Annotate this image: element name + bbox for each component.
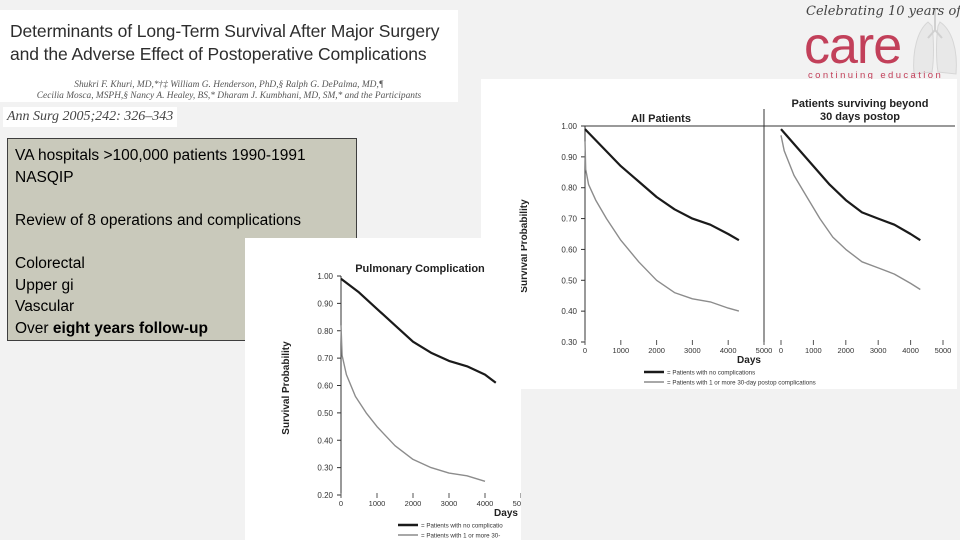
- notes-line-7-bold: eight years follow-up: [52, 319, 208, 337]
- paper-citation: Ann Surg 2005;242: 326–343: [3, 107, 178, 127]
- y-tick-label: 0.60: [561, 245, 577, 254]
- paper-authors: Shukri F. Khuri, MD,*†‡ William G. Hende…: [0, 80, 458, 101]
- paper-authors-line-1: Shukri F. Khuri, MD,*†‡ William G. Hende…: [74, 80, 384, 90]
- x-tick-label: 0: [339, 499, 343, 508]
- x-tick-label: 5000: [756, 346, 773, 355]
- y-axis-label: Survival Probability: [519, 199, 530, 293]
- y-tick-label: 0.90: [561, 153, 577, 162]
- notes-line-3: Review of 8 operations and complications: [15, 211, 302, 229]
- pulmonary-chart: Pulmonary Complication 1.00 0.90 0.80 0.70 0.…: [281, 263, 521, 540]
- notes-spacer: [15, 188, 355, 210]
- series-no-complications-line: [340, 277, 497, 384]
- notes-line-7: Over eight years follow-up: [15, 318, 355, 340]
- survival-chart-panel: All Patients 1.00 0.90 0.80 0.70 0.60 0.50 0.40…: [481, 79, 957, 389]
- x-tick-label: 4000: [477, 499, 494, 508]
- logo-tagline: Celebrating 10 years of: [806, 4, 960, 19]
- paper-authors-line-2: Cecilia Mosca, MSPH,§ Nancy A. Healey, B…: [36, 90, 422, 101]
- y-tick-label: 0.40: [317, 436, 333, 445]
- survival-chart: All Patients 1.00 0.90 0.80 0.70 0.60 0.50 0.40…: [519, 98, 955, 387]
- paper-title: Determinants of Long-Term Survival After…: [10, 20, 439, 66]
- series-complications-line: [780, 135, 921, 291]
- x-tick-label: 4000: [902, 346, 919, 355]
- notes-line-7-prefix: Over: [15, 319, 53, 337]
- x-tick-label: 1000: [612, 346, 629, 355]
- notes-line-4: Colorectal: [15, 254, 85, 272]
- y-tick-label: 0.40: [561, 307, 577, 316]
- y-tick-label: 1.00: [561, 122, 577, 131]
- y-tick-label: 0.60: [317, 382, 333, 391]
- x-axis-label: Days: [737, 355, 761, 366]
- y-tick-label: 1.00: [317, 272, 333, 281]
- x-tick-label: 0: [779, 346, 783, 355]
- paper-header: Determinants of Long-Term Survival After…: [0, 10, 458, 102]
- y-tick-label: 0.30: [561, 338, 577, 347]
- legend-label: = Patients with no complications: [667, 370, 755, 377]
- chart-title: Pulmonary Complication: [355, 263, 485, 275]
- x-tick-label: 3000: [870, 346, 887, 355]
- paper-title-line-1: Determinants of Long-Term Survival After…: [10, 21, 440, 41]
- notes-line-5: Upper gi: [15, 276, 74, 294]
- y-tick-label: 0.50: [561, 276, 577, 285]
- x-tick-label: 3000: [684, 346, 701, 355]
- x-tick-label: 4000: [720, 346, 737, 355]
- y-tick-label: 0.70: [561, 215, 577, 224]
- notes-line-2: NASQIP: [15, 168, 74, 186]
- chart-title: All Patients: [631, 113, 691, 125]
- y-tick-label: 0.90: [317, 299, 333, 308]
- x-tick-label: 1000: [369, 499, 386, 508]
- logo-subtitle: continuing education: [808, 70, 944, 81]
- care-logo: [800, 0, 960, 84]
- y-tick-label: 0.30: [317, 464, 333, 473]
- x-tick-label: 5000: [935, 346, 952, 355]
- chart-title: Patients surviving beyond: [792, 98, 929, 110]
- legend-label: = Patients with 1 or more 30-: [421, 533, 500, 540]
- y-tick-label: 0.20: [317, 491, 333, 500]
- series-no-complications-line: [584, 128, 740, 242]
- x-tick-label: 2000: [405, 499, 422, 508]
- series-complications-line: [340, 325, 486, 482]
- notes-text: VA hospitals >100,000 patients 1990-1991…: [15, 145, 355, 339]
- y-tick-label: 0.50: [317, 409, 333, 418]
- y-tick-label: 0.80: [561, 184, 577, 193]
- x-axis-label: Days: [494, 508, 518, 519]
- lungs-icon: [913, 8, 957, 75]
- chart-title: 30 days postop: [820, 111, 900, 123]
- notes-line-1: VA hospitals >100,000 patients 1990-1991: [15, 147, 306, 164]
- y-tick-label: 0.70: [317, 354, 333, 363]
- x-tick-label: 0: [583, 346, 587, 355]
- x-tick-label: 3000: [441, 499, 458, 508]
- series-no-complications-line: [780, 128, 921, 242]
- x-tick-label: 2000: [648, 346, 665, 355]
- y-tick-label: 0.80: [317, 327, 333, 336]
- series-complications-line: [584, 141, 740, 312]
- x-tick-label: 5000: [513, 499, 521, 508]
- paper-title-line-2: and the Adverse Effect of Postoperative …: [10, 44, 427, 64]
- legend-label: = Patients with no complicatio: [421, 523, 503, 530]
- pulmonary-chart-panel: Pulmonary Complication 1.00 0.90 0.80 0.70 0.…: [245, 238, 521, 540]
- logo-word: care: [804, 17, 902, 75]
- x-tick-label: 2000: [837, 346, 854, 355]
- x-tick-label: 1000: [805, 346, 822, 355]
- legend-label: = Patients with 1 or more 30-day postop …: [667, 380, 816, 387]
- y-axis-label: Survival Probability: [281, 341, 292, 435]
- notes-line-6: Vascular: [15, 298, 75, 316]
